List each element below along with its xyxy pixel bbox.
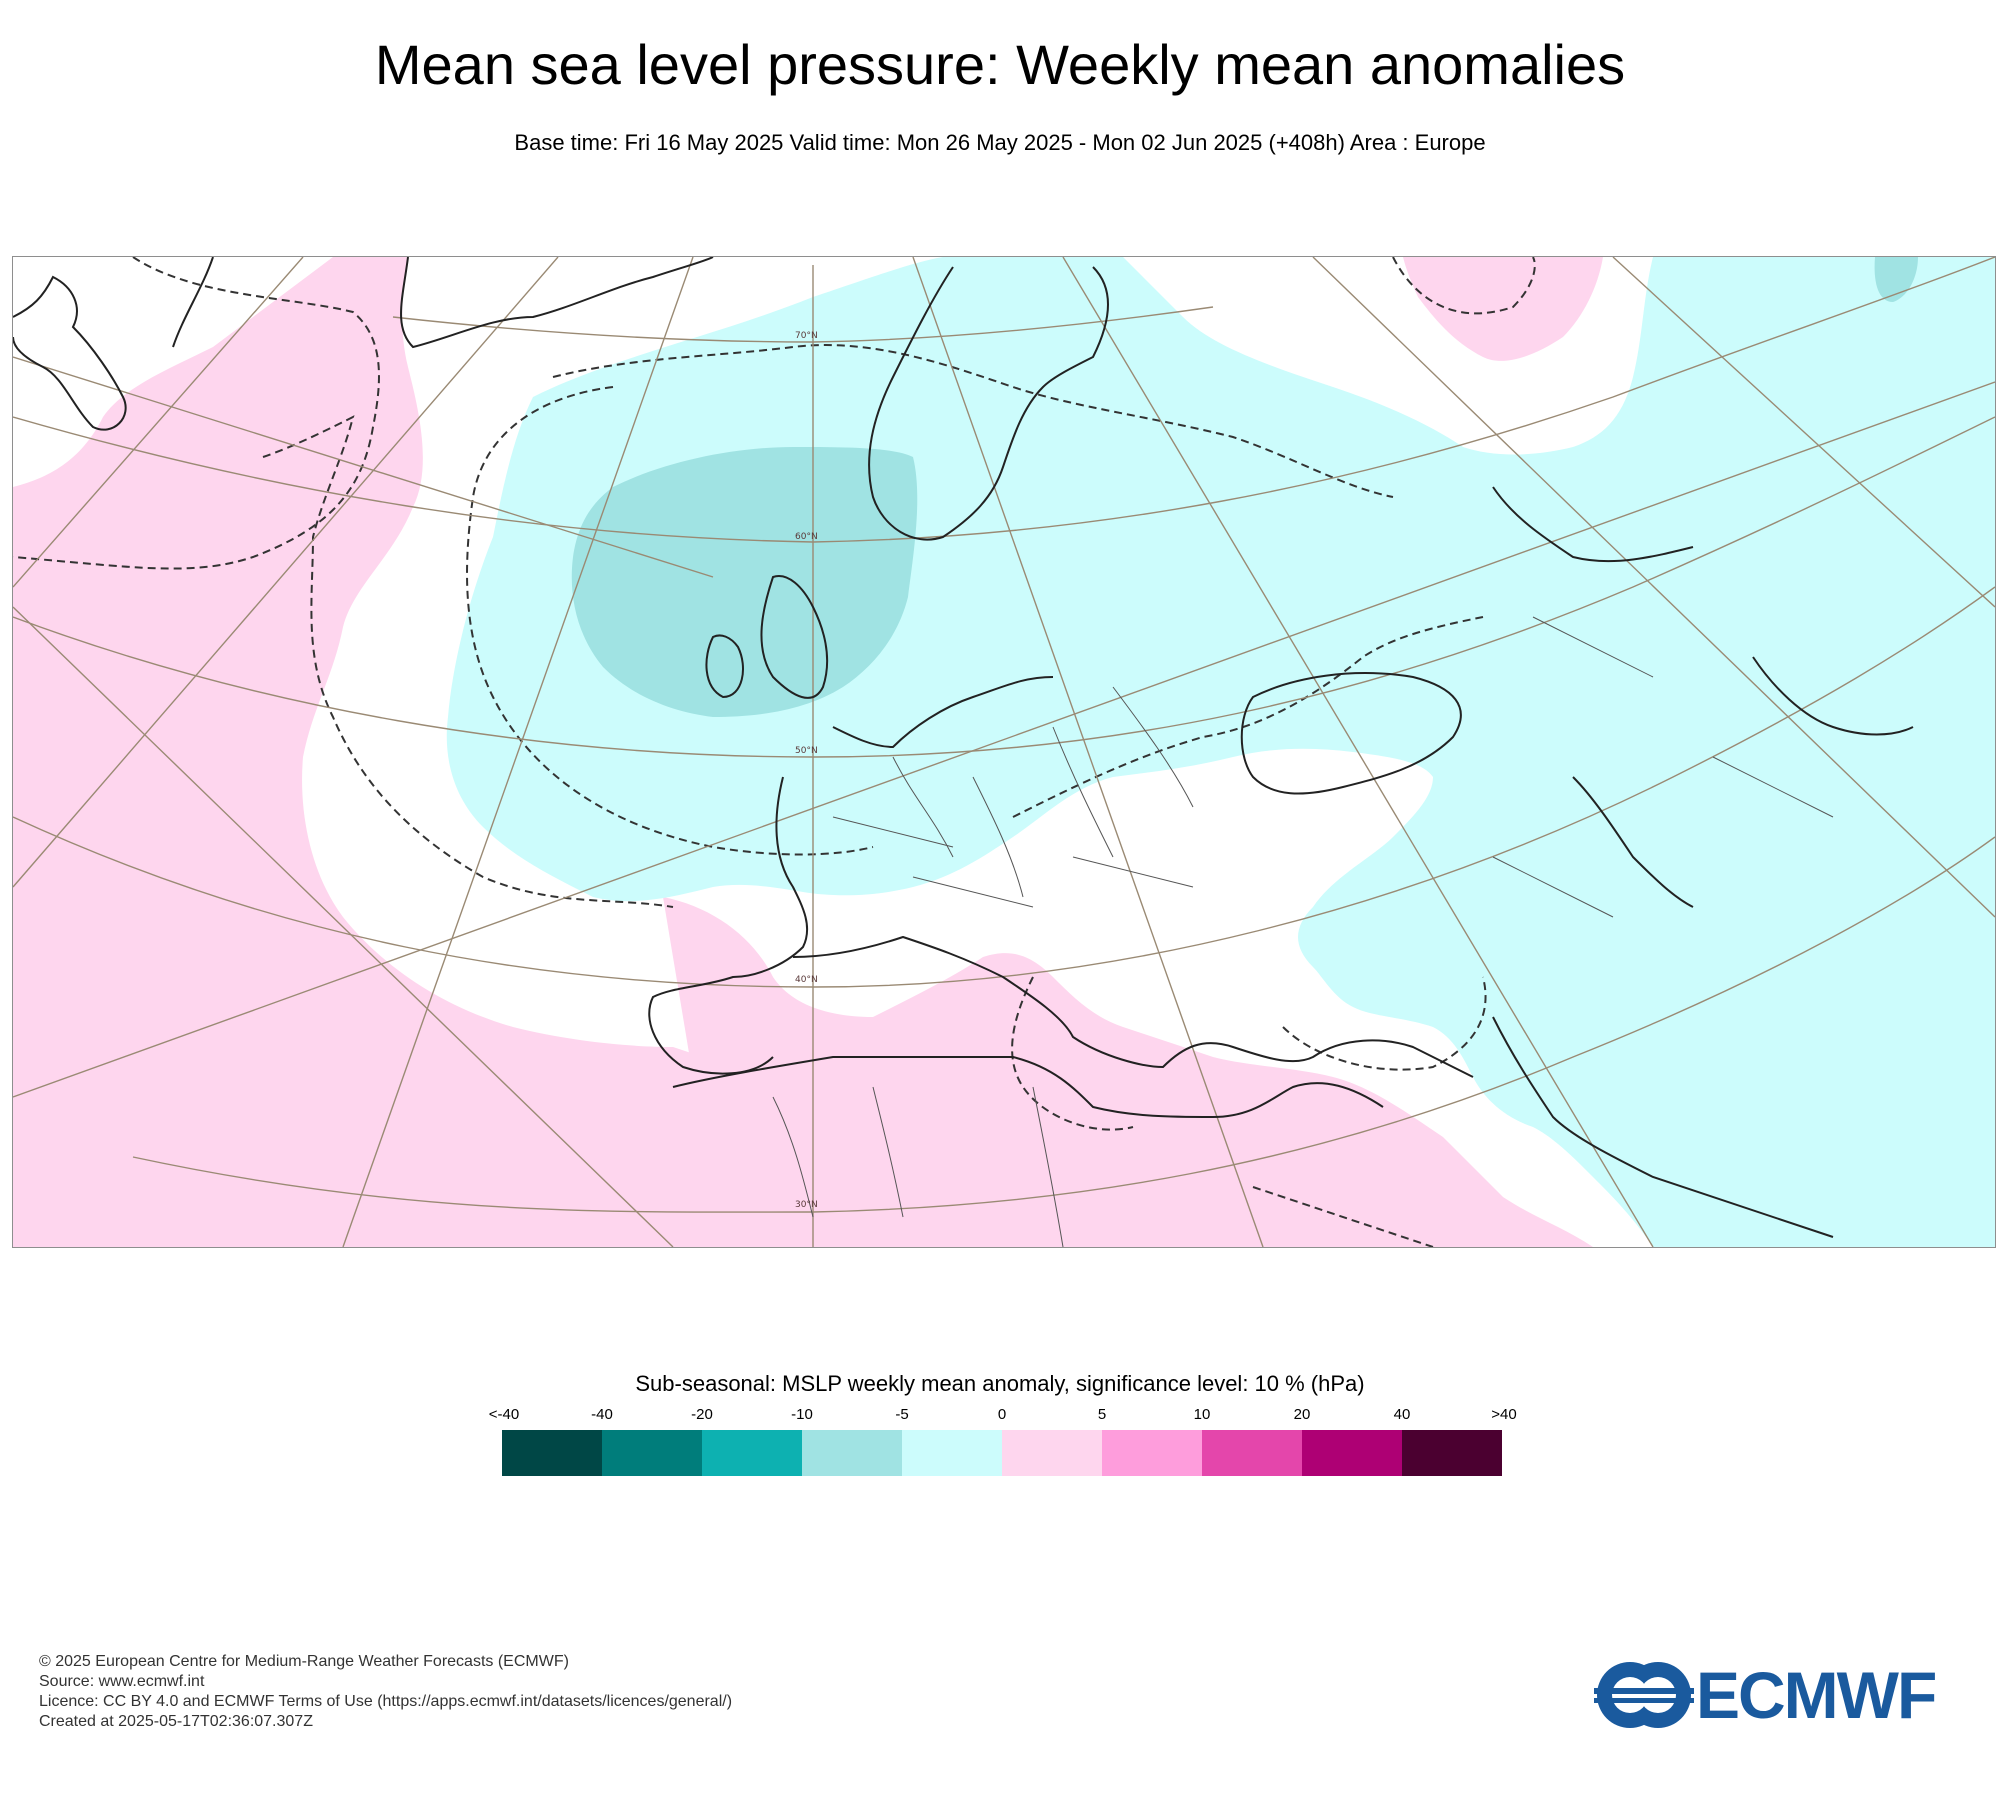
colorbar-swatch xyxy=(1202,1430,1302,1476)
created-text: Created at 2025-05-17T02:36:07.307Z xyxy=(39,1713,313,1730)
significance-contours xyxy=(13,257,1536,1247)
colorbar-swatch xyxy=(1002,1430,1102,1476)
colorbar-tick: -40 xyxy=(591,1406,613,1423)
positive-anomaly-region-mediterranean xyxy=(663,897,1593,1247)
colorbar-tick: 5 xyxy=(1097,1406,1107,1423)
negative-anomaly-core-british-isles xyxy=(571,447,918,717)
positive-anomaly-region-atlantic xyxy=(13,257,1363,1247)
colorbar-tick: <-40 xyxy=(488,1406,520,1423)
colorbar-swatch xyxy=(1302,1430,1402,1476)
latitude-label-50n: 50°N xyxy=(795,746,818,756)
latitude-label-30n: 30°N xyxy=(795,1200,818,1210)
caspian-coast xyxy=(1572,776,1694,908)
ecmwf-logo[interactable]: ECMWF xyxy=(1594,1658,1970,1732)
ecmwf-logo-text: ECMWF xyxy=(1696,1658,1937,1732)
ecmwf-logo-icon xyxy=(1594,1662,1694,1728)
colorbar-tick: 10 xyxy=(1193,1406,1211,1423)
colorbar xyxy=(502,1430,1502,1476)
latitude-label-60n: 60°N xyxy=(795,532,818,542)
greenland-coast xyxy=(13,275,127,431)
colorbar-swatch xyxy=(1402,1430,1502,1476)
colorbar-swatch xyxy=(802,1430,902,1476)
parallel-60n xyxy=(13,257,1995,543)
mediterranean-coast xyxy=(792,935,1474,1078)
colorbar-tick: -5 xyxy=(895,1406,909,1423)
latitude-label-70n: 70°N xyxy=(795,331,818,341)
negative-anomaly-core-northeast xyxy=(1874,257,1918,302)
colorbar-tick: >40 xyxy=(1491,1406,1517,1423)
anomaly-map[interactable]: 70°N 60°N 50°N 40°N 30°N xyxy=(12,256,1996,1248)
east-coast xyxy=(1492,486,1914,736)
black-sea-coast xyxy=(1240,672,1462,795)
country-borders xyxy=(772,616,1834,1247)
chart-title: Mean sea level pressure: Weekly mean ano… xyxy=(374,33,1626,96)
colorbar-tick: 0 xyxy=(997,1406,1007,1423)
colorbar-swatch xyxy=(702,1430,802,1476)
chart-subtitle: Base time: Fri 16 May 2025 Valid time: M… xyxy=(514,130,1486,155)
scandinavia-coast xyxy=(868,266,1109,541)
colorbar-tick-labels: <-40 -40 -20 -10 -5 0 5 10 20 40 >40 xyxy=(0,1406,2000,1426)
parallel-50n xyxy=(13,416,1995,758)
copyright-text: © 2025 European Centre for Medium-Range … xyxy=(39,1653,569,1670)
colorbar-swatch xyxy=(502,1430,602,1476)
colorbar-swatch xyxy=(902,1430,1002,1476)
licence-text: Licence: CC BY 4.0 and ECMWF Terms of Us… xyxy=(39,1693,733,1710)
colorbar-tick: -20 xyxy=(691,1406,713,1423)
parallel-30n xyxy=(132,836,1995,1213)
coastlines xyxy=(13,257,1914,1238)
colorbar-tick: 20 xyxy=(1293,1406,1311,1423)
footer-credits: © 2025 European Centre for Medium-Range … xyxy=(39,1652,732,1732)
western-europe-coast xyxy=(648,676,1054,1075)
colorbar-title: Sub-seasonal: MSLP weekly mean anomaly, … xyxy=(635,1371,1365,1396)
colorbar-tick: -10 xyxy=(791,1406,813,1423)
north-africa-coast xyxy=(672,1055,1384,1119)
latitude-label-40n: 40°N xyxy=(795,975,818,985)
source-text: Source: www.ecmwf.int xyxy=(39,1673,205,1690)
british-isles-coast xyxy=(705,575,829,699)
colorbar-swatch xyxy=(602,1430,702,1476)
colorbar-swatch xyxy=(1102,1430,1202,1476)
colorbar-tick: 40 xyxy=(1393,1406,1411,1423)
middle-east-coast xyxy=(1492,1016,1834,1238)
greenland-east-coast xyxy=(172,257,714,349)
